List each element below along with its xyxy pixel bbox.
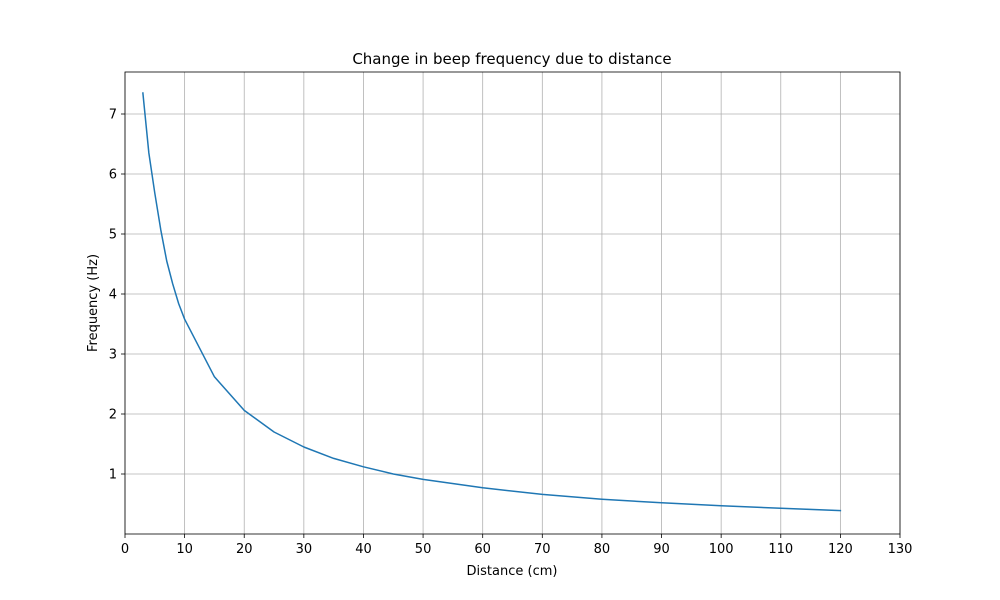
x-tick-label: 30 [296, 542, 313, 557]
x-tick-label: 60 [474, 542, 491, 557]
y-tick-label: 7 [109, 108, 117, 123]
x-tick-label: 50 [415, 542, 432, 557]
series-line [142, 92, 842, 512]
series-layer [142, 92, 842, 512]
x-tick-label: 110 [768, 542, 793, 557]
grid [124, 72, 901, 534]
x-tick-label: 120 [828, 542, 853, 557]
chart-title: Change in beep frequency due to distance [352, 50, 671, 68]
x-tick-label: 90 [653, 542, 670, 557]
x-tick-label: 10 [176, 542, 193, 557]
y-tick-label: 1 [109, 468, 117, 483]
x-tick-label: 80 [594, 542, 611, 557]
x-tick-label: 0 [121, 542, 129, 557]
y-tick-label: 6 [109, 168, 117, 183]
x-tick-label: 130 [888, 542, 913, 557]
y-tick-label: 2 [109, 408, 117, 423]
y-tick-label: 4 [109, 288, 117, 303]
x-tick-label: 40 [355, 542, 372, 557]
x-axis-label: Distance (cm) [467, 564, 558, 579]
plot-frame [124, 71, 901, 535]
x-tick-label: 100 [709, 542, 734, 557]
y-axis-label: Frequency (Hz) [86, 254, 101, 352]
x-tick-label: 70 [534, 542, 551, 557]
ticks: 0 10 20 30 40 50 60 70 80 90 100 110 120 130 1 2 3 4 5 6 7 [109, 108, 913, 558]
y-tick-label: 3 [109, 348, 117, 363]
y-tick-label: 5 [109, 228, 117, 243]
x-tick-label: 20 [236, 542, 253, 557]
